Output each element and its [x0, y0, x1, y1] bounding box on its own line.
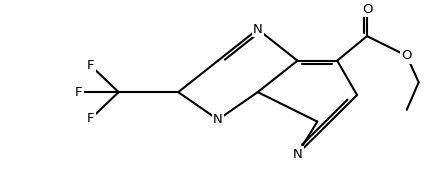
Text: F: F — [87, 112, 95, 125]
Text: N: N — [253, 23, 263, 36]
Text: N: N — [213, 113, 223, 126]
Text: O: O — [362, 3, 372, 16]
Text: N: N — [293, 147, 302, 161]
Text: F: F — [75, 86, 83, 99]
Text: O: O — [401, 49, 412, 62]
Text: F: F — [87, 59, 95, 72]
